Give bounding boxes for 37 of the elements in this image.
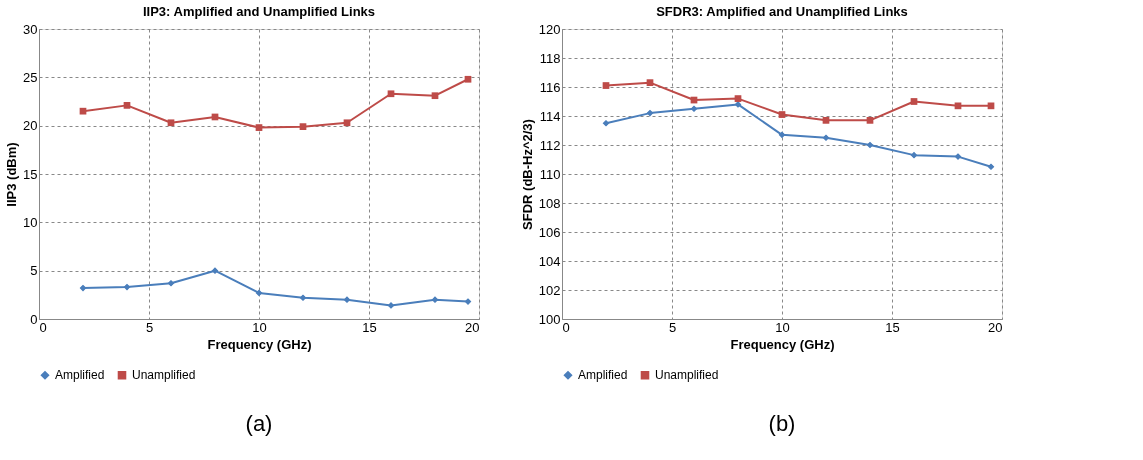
y-tick-label: 118 — [539, 50, 561, 66]
x-axis-title: Frequency (GHz) — [730, 336, 835, 352]
y-tick-label: 106 — [538, 224, 561, 240]
legend-label: Unamplified — [655, 368, 719, 383]
y-tick-label: 15 — [23, 166, 38, 182]
x-tick-label: 15 — [362, 319, 377, 335]
y-tick-label: 25 — [23, 69, 38, 85]
text: (a) — [245, 411, 273, 436]
x-tick-label: 5 — [145, 319, 154, 335]
y-tick-label: 110 — [539, 166, 561, 182]
y-axis-title: SFDR (dB-Hz^2/3) — [519, 119, 535, 230]
y-tick-label: 112 — [539, 137, 561, 153]
x-tick-label: 15 — [885, 319, 900, 335]
y-tick-label: 104 — [538, 253, 561, 269]
y-tick-label: 102 — [538, 282, 561, 298]
legend-label: Amplified — [55, 368, 105, 383]
y-tick-label: 108 — [538, 195, 561, 211]
chart-title: IIP3: Amplified and Unamplified Links — [142, 4, 376, 19]
legend-label: Unamplified — [132, 368, 196, 383]
x-tick-label: 10 — [775, 319, 790, 335]
y-tick-label: 30 — [23, 21, 38, 37]
x-tick-label: 10 — [252, 319, 267, 335]
x-axis-title: Frequency (GHz) — [207, 336, 312, 352]
chart-title: SFDR3: Amplified and Unamplified Links — [656, 4, 908, 19]
y-axis-title: IIP3 (dBm) — [4, 142, 20, 207]
y-tick-label: 116 — [539, 79, 561, 95]
y-tick-label: 114 — [539, 108, 561, 124]
x-tick-label: 20 — [988, 319, 1003, 335]
x-tick-label: 20 — [465, 319, 480, 335]
y-tick-label: 100 — [538, 311, 561, 327]
y-tick-label: 20 — [23, 118, 38, 134]
text: (b) — [768, 411, 796, 436]
y-tick-label: 120 — [538, 21, 561, 37]
y-tick-label: 10 — [23, 214, 38, 230]
x-tick-label: 5 — [668, 319, 677, 335]
y-tick-label: 5 — [30, 263, 38, 279]
legend-label: Amplified — [578, 368, 628, 383]
